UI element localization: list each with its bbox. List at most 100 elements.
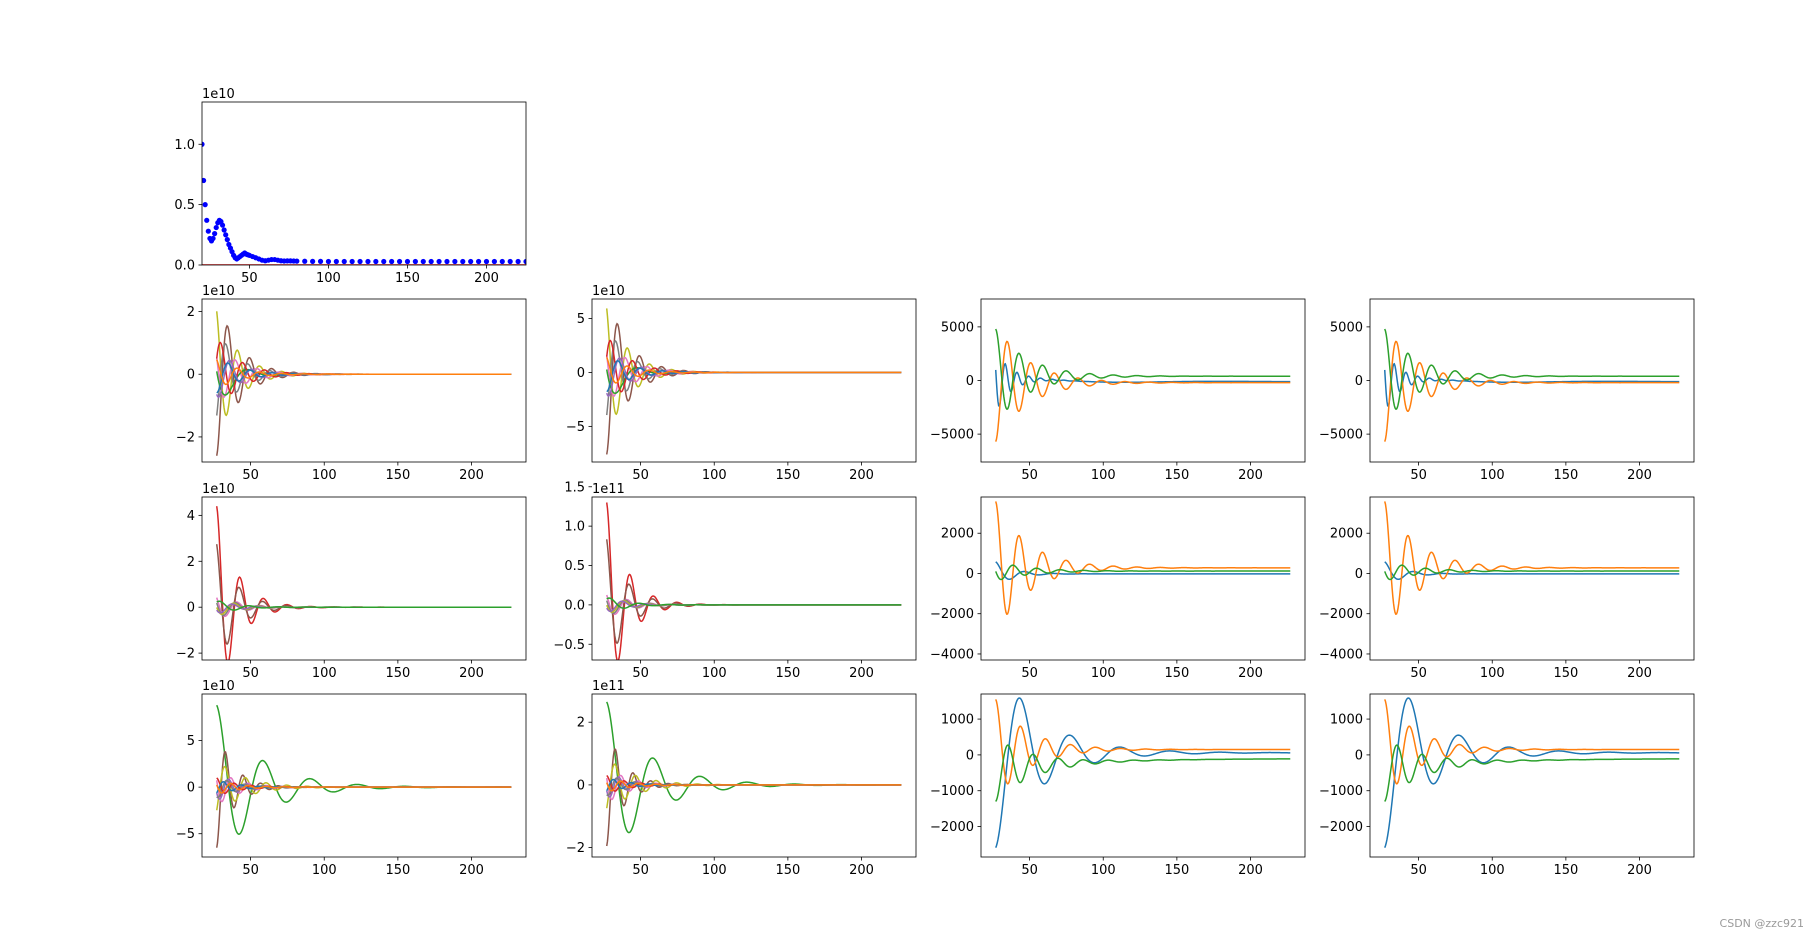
x-tick-label: 200 xyxy=(1238,863,1263,878)
scatter-point xyxy=(210,235,216,242)
y-tick-label: 0 xyxy=(187,368,195,383)
x-tick-label: 150 xyxy=(775,666,800,681)
series-line xyxy=(605,308,902,416)
y-tick-label: −2000 xyxy=(930,607,974,622)
series-line xyxy=(1383,362,1680,408)
x-tick-label: 100 xyxy=(1480,666,1505,681)
series-line xyxy=(995,328,1291,410)
subplot-ax_r2c0: 50 100 150 200 −2 0 2 4 1e10 xyxy=(176,482,527,681)
axis-offset-label: 1e11 xyxy=(592,482,625,497)
x-tick-label: 100 xyxy=(1480,863,1505,878)
axes-frame xyxy=(980,693,1306,858)
y-tick-label: 4 xyxy=(187,509,195,524)
x-tick-label: 50 xyxy=(1021,468,1038,483)
plot-area xyxy=(994,328,1291,442)
x-tick-label: 50 xyxy=(632,468,649,483)
subplot-ax_r2c1: 50 100 150 200 −0.5 0.0 0.5 1.0 1.5 1e11 xyxy=(553,480,917,681)
series-line xyxy=(1384,328,1680,410)
series-line xyxy=(1384,744,1680,802)
y-tick-label: 1000 xyxy=(1330,713,1363,728)
y-tick-label: 5 xyxy=(577,312,585,327)
x-tick-label: 50 xyxy=(1021,863,1038,878)
x-tick-label: 150 xyxy=(1553,863,1578,878)
subplot-ax_r3c2: 50 100 150 200 −2000 −1000 0 1000 xyxy=(930,693,1306,878)
plot-area xyxy=(1383,328,1680,442)
subplot-ax_r2c2: 50 100 150 200 −4000 −2000 0 2000 xyxy=(930,496,1306,681)
series-line xyxy=(216,601,512,617)
axes-frame xyxy=(591,693,917,858)
series-line xyxy=(215,324,512,456)
x-tick-label: 100 xyxy=(1091,468,1116,483)
x-tick-label: 100 xyxy=(316,271,341,286)
axes-frame xyxy=(201,496,527,661)
series-line xyxy=(1384,699,1680,785)
scatter-point xyxy=(460,258,466,265)
y-tick-label: 2000 xyxy=(1330,527,1363,542)
axis-offset-label: 1e10 xyxy=(202,284,235,299)
series-line xyxy=(1384,697,1680,848)
axes-frame xyxy=(1369,298,1695,463)
x-tick-label: 150 xyxy=(1164,666,1189,681)
x-tick-label: 50 xyxy=(632,666,649,681)
x-tick-label: 50 xyxy=(1410,863,1427,878)
scatter-point xyxy=(475,258,482,265)
subplot-ax_r1c1: 50 100 150 200 −5 0 5 1e10 xyxy=(566,284,917,483)
y-tick-label: −2000 xyxy=(1319,607,1363,622)
y-tick-label: −4000 xyxy=(1319,647,1363,662)
y-tick-label: 0.5 xyxy=(564,559,585,574)
y-tick-label: −0.5 xyxy=(553,638,585,653)
series-line xyxy=(215,506,512,660)
x-tick-label: 150 xyxy=(1164,468,1189,483)
scatter-point xyxy=(349,258,355,265)
y-tick-label: 1.5 xyxy=(564,480,585,495)
scatter-point xyxy=(373,258,379,265)
series-line xyxy=(215,750,512,848)
y-tick-label: 1.0 xyxy=(564,520,585,535)
plot-area xyxy=(215,506,512,660)
series-line xyxy=(216,600,512,611)
series-line xyxy=(995,340,1291,442)
series-line xyxy=(215,342,512,416)
plot-area xyxy=(995,501,1291,616)
x-tick-label: 150 xyxy=(775,863,800,878)
scatter-point xyxy=(515,258,521,265)
series-line xyxy=(994,362,1291,408)
y-tick-label: 0 xyxy=(966,748,974,763)
y-tick-label: −1000 xyxy=(930,784,974,799)
y-tick-label: 0.0 xyxy=(174,259,195,274)
x-tick-label: 200 xyxy=(1627,863,1652,878)
series-line xyxy=(605,339,902,393)
x-tick-label: 200 xyxy=(459,666,484,681)
scatter-point xyxy=(204,217,210,223)
scatter-point xyxy=(444,258,450,265)
plot-area xyxy=(1384,697,1680,848)
series-line xyxy=(606,701,902,834)
y-tick-label: −4000 xyxy=(930,647,974,662)
scatter-point xyxy=(325,258,332,265)
x-tick-label: 100 xyxy=(1480,468,1505,483)
x-tick-label: 200 xyxy=(474,271,499,286)
scatter-point xyxy=(219,222,226,228)
x-tick-label: 150 xyxy=(385,666,410,681)
y-tick-label: −2 xyxy=(176,430,195,445)
x-tick-label: 200 xyxy=(1238,468,1263,483)
scatter-point xyxy=(223,232,229,238)
x-tick-label: 50 xyxy=(1021,666,1038,681)
y-tick-label: 1.0 xyxy=(174,138,195,153)
x-tick-label: 100 xyxy=(702,863,727,878)
scatter-point xyxy=(317,258,324,264)
series-line xyxy=(1384,561,1680,581)
x-tick-label: 50 xyxy=(242,468,259,483)
subplot-ax_top_scatter: 50 100 150 200 0.0 0.5 1.0 1e10 xyxy=(174,87,527,286)
scatter-point xyxy=(499,258,505,265)
x-tick-label: 100 xyxy=(1091,666,1116,681)
series-line xyxy=(995,564,1291,581)
plot-area xyxy=(605,502,902,660)
scatter-point xyxy=(381,258,387,265)
plot-area xyxy=(202,141,526,265)
series-line xyxy=(605,774,902,801)
x-tick-label: 50 xyxy=(242,863,259,878)
x-tick-label: 200 xyxy=(459,468,484,483)
series-line xyxy=(215,311,512,417)
y-tick-label: 0 xyxy=(966,567,974,582)
